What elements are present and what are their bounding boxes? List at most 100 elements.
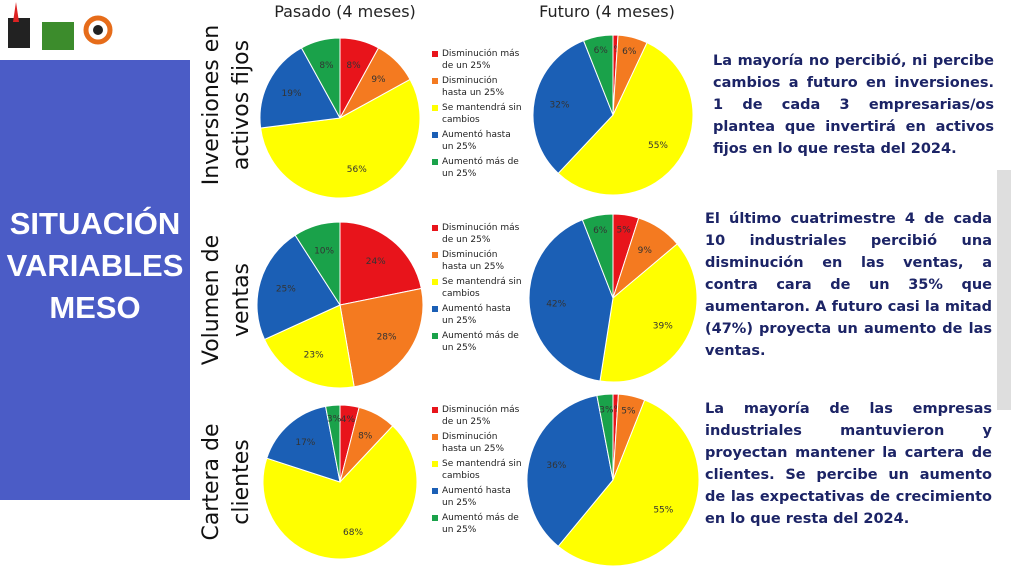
data-label: 5% bbox=[621, 407, 636, 417]
legend-item: Se mantendrá sin cambios bbox=[432, 276, 524, 300]
paragraph: La mayoría de las empresas industriales … bbox=[705, 401, 992, 527]
legend-label: Disminución más de un 25% bbox=[442, 49, 520, 71]
legend-item: Disminución más de un 25% bbox=[432, 404, 524, 428]
row-label: Cartera de bbox=[199, 423, 224, 540]
data-label: 55% bbox=[648, 141, 668, 151]
legend-swatch bbox=[432, 279, 438, 285]
data-label: 8% bbox=[346, 61, 361, 71]
logo bbox=[83, 15, 113, 45]
data-label: 56% bbox=[347, 165, 367, 175]
legend-item: Disminución hasta un 25% bbox=[432, 75, 524, 99]
legend-item: Aumentó hasta un 25% bbox=[432, 303, 524, 327]
column-title: Futuro (4 meses) bbox=[539, 2, 675, 21]
pie-slice bbox=[339, 287, 424, 388]
decor-bar bbox=[997, 170, 1011, 410]
pie-slice bbox=[528, 219, 614, 382]
legend: Disminución más de un 25% Disminución has… bbox=[432, 404, 524, 539]
data-label: 19% bbox=[282, 89, 302, 99]
data-label: 1% bbox=[608, 45, 623, 55]
data-label: 3% bbox=[599, 405, 614, 415]
data-label: 28% bbox=[377, 332, 397, 342]
data-label: 5% bbox=[617, 225, 632, 235]
legend-item: Se mantendrá sin cambios bbox=[432, 458, 524, 482]
legend-swatch bbox=[432, 333, 438, 339]
pie-slice bbox=[324, 404, 341, 483]
logo bbox=[93, 25, 103, 35]
legend-label: Aumentó más de un 25% bbox=[442, 513, 519, 535]
data-label: 24% bbox=[366, 257, 386, 267]
pie-slice bbox=[266, 405, 341, 483]
logo bbox=[8, 18, 30, 48]
row-label: clientes bbox=[229, 439, 254, 524]
legend-item: Aumentó más de un 25% bbox=[432, 330, 524, 354]
data-label: 3% bbox=[327, 415, 342, 425]
data-label: 32% bbox=[550, 100, 570, 110]
legend-label: Disminución hasta un 25% bbox=[442, 432, 505, 454]
legend-label: Aumentó más de un 25% bbox=[442, 157, 519, 179]
pie-slice bbox=[259, 47, 341, 129]
legend-label: Aumentó hasta un 25% bbox=[442, 486, 511, 508]
data-label: 8% bbox=[358, 432, 373, 442]
pie-slice bbox=[294, 221, 341, 307]
legend-item: Aumentó hasta un 25% bbox=[432, 129, 524, 153]
legend-label: Disminución hasta un 25% bbox=[442, 76, 505, 98]
logos bbox=[8, 2, 113, 50]
data-label: 8% bbox=[319, 61, 334, 71]
data-label: 4% bbox=[341, 415, 356, 425]
data-label: 68% bbox=[343, 528, 363, 538]
data-label: 6% bbox=[622, 47, 637, 57]
paragraph: El último cuatrimestre 4 de cada 10 indu… bbox=[705, 211, 992, 359]
paragraph: La mayoría no percibió, ni percibe cambi… bbox=[713, 53, 994, 157]
pie-slice bbox=[526, 394, 614, 547]
pie-slice bbox=[260, 78, 421, 199]
row-label: Inversiones en bbox=[199, 25, 224, 185]
data-label: 1% bbox=[608, 405, 623, 415]
data-label: 6% bbox=[594, 46, 609, 56]
legend-label: Disminución más de un 25% bbox=[442, 223, 520, 245]
data-label: 23% bbox=[304, 350, 324, 360]
pie-slice bbox=[596, 393, 614, 481]
legend-item: Aumentó más de un 25% bbox=[432, 512, 524, 536]
pie-slice bbox=[581, 213, 614, 299]
column-title: Pasado (4 meses) bbox=[274, 2, 416, 21]
legend-label: Aumentó más de un 25% bbox=[442, 331, 519, 353]
legend-label: Disminución más de un 25% bbox=[442, 405, 520, 427]
pie-slice bbox=[582, 34, 614, 116]
legend-swatch bbox=[432, 51, 438, 57]
row-label: Volumen de bbox=[199, 235, 224, 365]
data-label: 10% bbox=[314, 246, 334, 256]
legend-item: Disminución hasta un 25% bbox=[432, 431, 524, 455]
legend-item: Disminución hasta un 25% bbox=[432, 249, 524, 273]
legend-item: Aumentó hasta un 25% bbox=[432, 485, 524, 509]
data-label: 9% bbox=[371, 75, 386, 85]
legend-swatch bbox=[432, 461, 438, 467]
pie-slice bbox=[557, 41, 694, 196]
legend: Disminución más de un 25% Disminución has… bbox=[432, 222, 524, 357]
pie-slice bbox=[256, 234, 341, 341]
slide-title: SITUACIÓN VARIABLES MESO bbox=[6, 206, 184, 325]
legend-swatch bbox=[432, 252, 438, 258]
legend-swatch bbox=[432, 78, 438, 84]
legend-swatch bbox=[432, 132, 438, 138]
legend-item: Aumentó más de un 25% bbox=[432, 156, 524, 180]
pie-slice bbox=[557, 399, 700, 566]
legend-item: Disminución más de un 25% bbox=[432, 222, 524, 246]
data-label: 55% bbox=[653, 505, 673, 515]
legend-swatch bbox=[432, 515, 438, 521]
data-label: 17% bbox=[295, 438, 315, 448]
pie-slice bbox=[262, 425, 418, 560]
legend-label: Aumentó hasta un 25% bbox=[442, 304, 511, 326]
data-label: 6% bbox=[593, 226, 608, 236]
side-panel: SITUACIÓN VARIABLES MESO bbox=[0, 60, 190, 500]
legend-label: Se mantendrá sin cambios bbox=[442, 459, 522, 481]
row-label: ventas bbox=[229, 263, 254, 337]
data-label: 36% bbox=[546, 461, 566, 471]
pie-slice bbox=[300, 37, 341, 119]
legend-swatch bbox=[432, 306, 438, 312]
logo bbox=[13, 2, 19, 22]
legend-item: Disminución más de un 25% bbox=[432, 48, 524, 72]
legend-label: Aumentó hasta un 25% bbox=[442, 130, 511, 152]
legend-label: Se mantendrá sin cambios bbox=[442, 103, 522, 125]
